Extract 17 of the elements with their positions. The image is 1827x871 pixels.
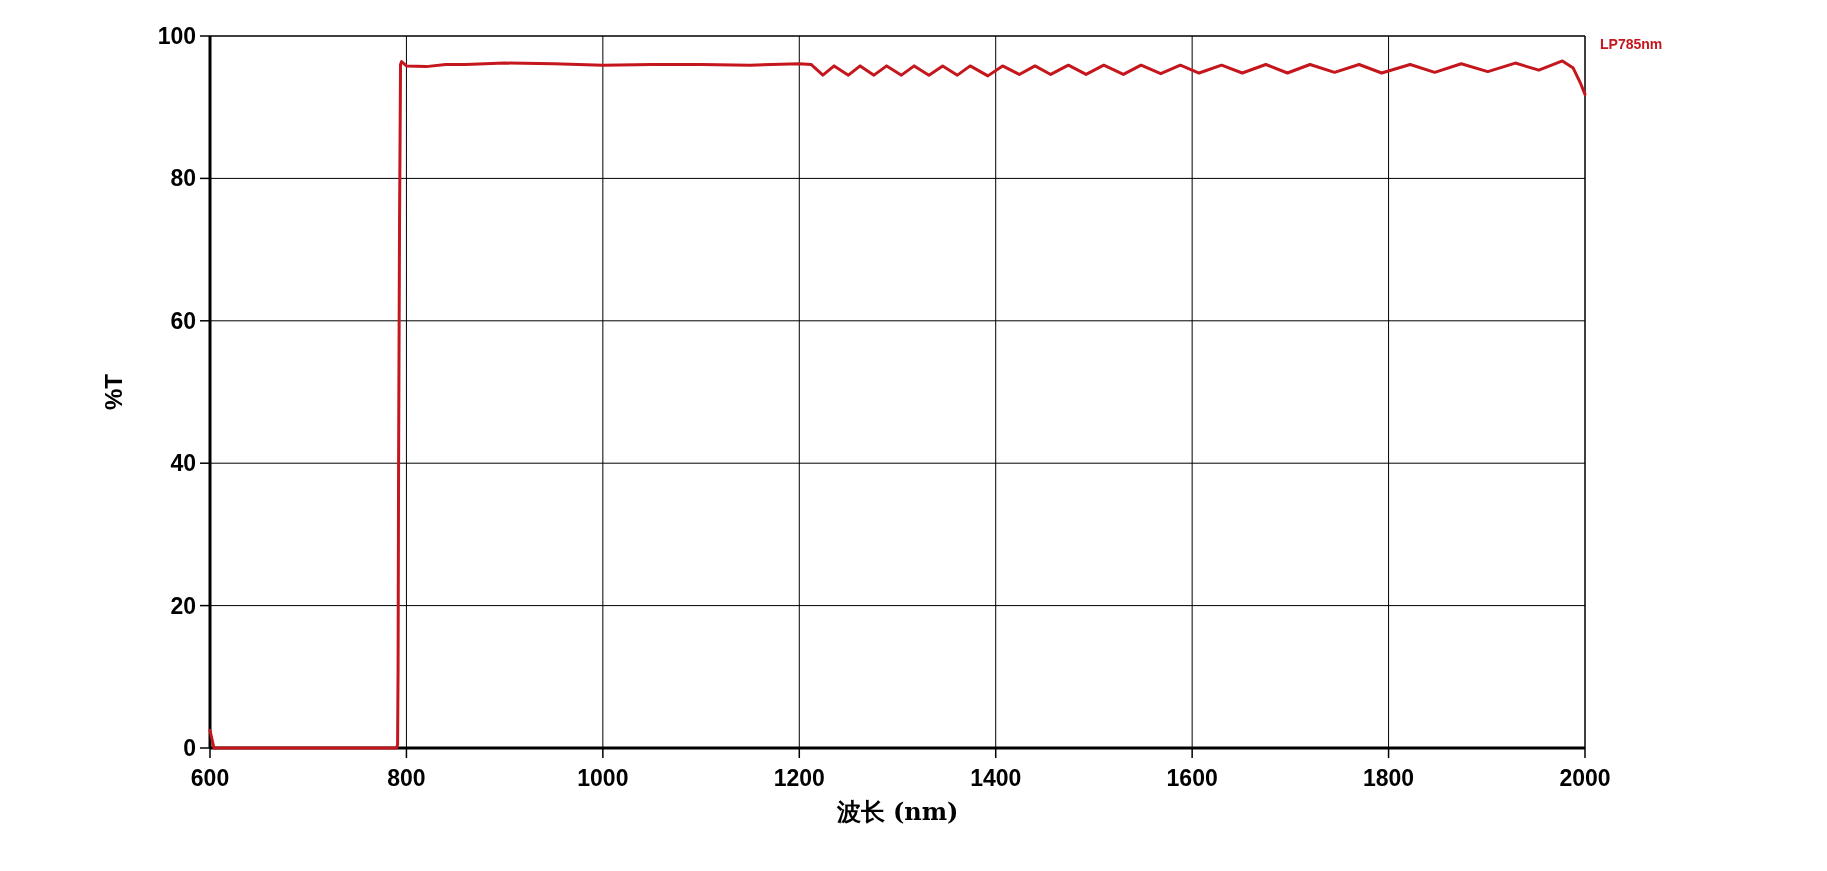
x-tick-label: 1800 (1362, 765, 1415, 791)
x-tick-label: 2000 (1559, 765, 1611, 791)
y-tick-label: 20 (170, 592, 196, 619)
x-tick-label: 1600 (1166, 765, 1218, 791)
x-axis-title: 波长 (nm) (835, 797, 959, 826)
x-tick-label: 1200 (773, 765, 825, 791)
y-tick-label: 80 (170, 165, 196, 192)
y-tick-label: 40 (170, 450, 196, 477)
y-tick-label: 60 (170, 307, 196, 334)
y-tick-label: 0 (183, 735, 196, 761)
x-tick-label: 600 (190, 765, 230, 791)
y-axis-title: %T (100, 373, 127, 410)
text: LP785nm (1600, 36, 1663, 52)
x-tick-label: 1000 (577, 765, 629, 791)
x-tick-label: 1400 (970, 765, 1022, 791)
x-tick-label: 800 (387, 765, 426, 791)
y-tick-label: 100 (157, 23, 196, 49)
